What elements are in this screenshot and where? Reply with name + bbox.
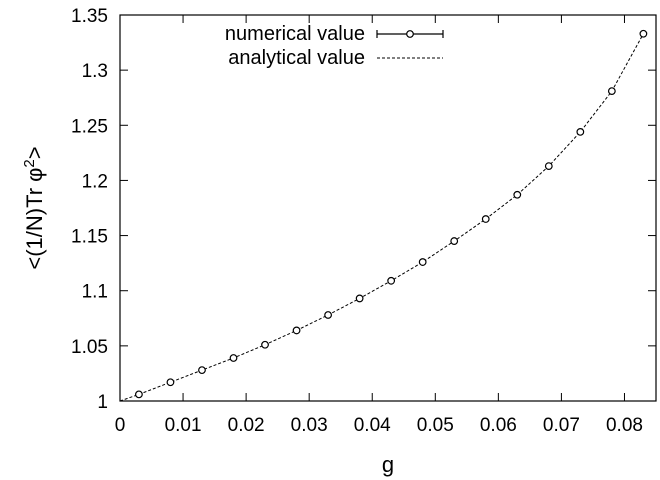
y-tick-label-3: 1.15 (71, 227, 108, 248)
x-tick-label-5: 0.05 (417, 415, 454, 436)
x-tick-label-3: 0.03 (291, 415, 328, 436)
series-numerical-point-5 (292, 326, 301, 335)
series-numerical-point-12 (513, 190, 522, 199)
x-tick-label-2: 0.02 (228, 415, 265, 436)
y-tick-label-6: 1.3 (82, 61, 108, 82)
y-axis-label: <(1/N)Tr φ2> (21, 146, 48, 269)
x-tick-label-7: 0.07 (543, 415, 580, 436)
series-numerical-point-16 (639, 29, 648, 38)
series-numerical-point-9 (418, 258, 427, 266)
y-axis-label-suffix: > (22, 146, 47, 159)
y-tick-label-4: 1.2 (82, 171, 108, 192)
series-numerical-point-13 (544, 162, 553, 170)
legend-label-numerical: numerical value (225, 23, 365, 45)
series-numerical-point-0 (135, 390, 143, 399)
series-numerical-point-7 (355, 294, 364, 303)
y-tick-label-2: 1.1 (82, 282, 108, 303)
x-tick-label-1: 0.01 (165, 415, 202, 436)
series-numerical-point-4 (261, 340, 269, 349)
series-numerical-point-14 (576, 128, 585, 136)
legend-label-analytical: analytical value (228, 47, 365, 69)
y-tick-label-0: 1 (97, 392, 108, 413)
series-numerical-point-6 (324, 311, 332, 319)
series-numerical-point-2 (198, 366, 206, 375)
y-tick-label-7: 1.35 (71, 6, 108, 27)
x-tick-label-6: 0.06 (480, 415, 517, 436)
y-tick-labels: 1 1.05 1.1 1.15 1.2 1.25 1.3 1.35 (71, 6, 108, 413)
x-axis-label: g (382, 452, 394, 477)
legend: numerical value analytical value (225, 23, 444, 69)
series-numerical-point-10 (450, 237, 459, 245)
x-tick-label-0: 0 (115, 415, 126, 436)
y-axis-label-main: <(1/N)Tr φ (22, 168, 47, 270)
series-numerical-point-8 (387, 276, 396, 285)
series-numerical-point-1 (166, 378, 175, 387)
series-numerical-point-15 (607, 87, 616, 95)
x-tick-labels: 0 0.01 0.02 0.03 0.04 0.05 0.06 0.07 0.08 (115, 415, 643, 436)
y-axis-label-superscript: 2 (21, 159, 38, 167)
series-layer (119, 29, 648, 402)
legend-key-numerical (376, 30, 444, 38)
x-tick-label-4: 0.04 (354, 415, 391, 436)
plot-frame (119, 14, 657, 402)
axis-ticks (119, 14, 656, 402)
x-tick-label-8: 0.08 (606, 415, 643, 436)
series-numerical-point-3 (229, 354, 238, 362)
y-tick-label-1: 1.05 (71, 337, 108, 358)
series-numerical-point-11 (481, 215, 490, 223)
series-analytical-line (119, 33, 644, 402)
y-tick-label-5: 1.25 (71, 116, 108, 137)
